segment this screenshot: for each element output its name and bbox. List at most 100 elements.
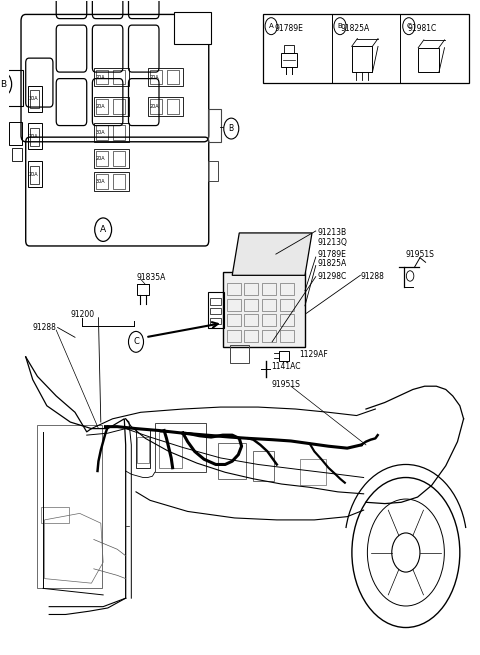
- Text: 91789E: 91789E: [318, 250, 347, 259]
- Text: 30A: 30A: [28, 96, 38, 101]
- Circle shape: [407, 271, 414, 281]
- Bar: [227, 299, 240, 310]
- Bar: [36, 425, 102, 588]
- Bar: [113, 99, 125, 113]
- Bar: [113, 151, 125, 166]
- Bar: [94, 68, 129, 86]
- Text: A: A: [269, 23, 274, 29]
- Bar: [284, 45, 294, 53]
- Bar: [263, 14, 469, 83]
- Bar: [137, 437, 149, 463]
- Text: 1129AF: 1129AF: [299, 350, 328, 360]
- Bar: [30, 166, 39, 184]
- Text: 91835A: 91835A: [136, 273, 166, 282]
- Bar: [136, 428, 150, 468]
- Bar: [113, 125, 125, 140]
- Text: 91951S: 91951S: [406, 250, 435, 259]
- Circle shape: [129, 331, 144, 352]
- Text: 91213B: 91213B: [318, 229, 347, 237]
- Bar: [280, 283, 294, 295]
- Bar: [352, 47, 372, 73]
- Bar: [418, 48, 439, 73]
- Circle shape: [95, 218, 111, 242]
- Text: A: A: [100, 225, 106, 234]
- Bar: [300, 459, 326, 485]
- Bar: [94, 97, 129, 115]
- Text: C: C: [407, 23, 411, 29]
- Bar: [227, 330, 240, 342]
- Circle shape: [403, 18, 415, 35]
- Bar: [168, 99, 179, 113]
- Text: 91981C: 91981C: [408, 24, 437, 33]
- Bar: [218, 443, 246, 479]
- Bar: [148, 68, 183, 86]
- Bar: [28, 123, 42, 149]
- Bar: [96, 70, 108, 84]
- Bar: [150, 99, 162, 113]
- Text: B: B: [0, 80, 6, 88]
- Bar: [94, 123, 129, 141]
- Text: 20A: 20A: [150, 75, 159, 79]
- Bar: [253, 451, 275, 481]
- Text: 20A: 20A: [96, 104, 105, 109]
- Bar: [96, 151, 108, 166]
- Text: 91951S: 91951S: [271, 381, 300, 389]
- Bar: [159, 432, 182, 468]
- Text: 91825A: 91825A: [341, 24, 370, 33]
- Text: 1141AC: 1141AC: [271, 362, 300, 371]
- Bar: [96, 174, 108, 189]
- Bar: [174, 12, 211, 44]
- Bar: [28, 161, 42, 187]
- Bar: [150, 70, 162, 84]
- Bar: [262, 330, 276, 342]
- Text: 91200: 91200: [70, 310, 95, 319]
- Bar: [227, 314, 240, 326]
- Bar: [94, 172, 129, 191]
- Text: 30A: 30A: [96, 130, 105, 135]
- Bar: [230, 345, 249, 364]
- Bar: [94, 149, 129, 168]
- Bar: [210, 318, 221, 324]
- Text: B: B: [228, 124, 234, 133]
- Circle shape: [334, 18, 346, 35]
- Bar: [244, 330, 259, 342]
- Bar: [262, 314, 276, 326]
- Bar: [244, 314, 259, 326]
- Bar: [244, 299, 259, 310]
- Bar: [113, 174, 125, 189]
- Bar: [168, 70, 179, 84]
- Bar: [96, 99, 108, 113]
- Bar: [96, 125, 108, 140]
- Bar: [30, 128, 39, 146]
- Circle shape: [224, 118, 239, 139]
- Bar: [148, 97, 183, 115]
- Text: 91213Q: 91213Q: [318, 238, 348, 246]
- Bar: [280, 314, 294, 326]
- Bar: [227, 283, 240, 295]
- Text: 20A: 20A: [96, 156, 105, 161]
- Bar: [208, 109, 221, 141]
- Text: 91825A: 91825A: [318, 259, 347, 268]
- Circle shape: [265, 18, 277, 35]
- Polygon shape: [232, 233, 312, 275]
- Text: B: B: [337, 23, 342, 29]
- Bar: [210, 308, 221, 314]
- Bar: [262, 283, 276, 295]
- Bar: [244, 283, 259, 295]
- Bar: [7, 70, 24, 105]
- Text: C: C: [133, 337, 139, 346]
- Text: 91288: 91288: [360, 272, 384, 281]
- Bar: [41, 507, 70, 523]
- Bar: [9, 122, 23, 145]
- Text: 91288: 91288: [33, 323, 57, 332]
- Text: 30A: 30A: [96, 179, 105, 184]
- Bar: [12, 148, 22, 161]
- Bar: [279, 351, 288, 362]
- Bar: [280, 330, 294, 342]
- Bar: [155, 423, 206, 472]
- Bar: [280, 299, 294, 310]
- Text: 20A: 20A: [28, 172, 38, 177]
- Bar: [30, 90, 39, 108]
- Text: 20A: 20A: [96, 75, 105, 79]
- Bar: [280, 53, 298, 67]
